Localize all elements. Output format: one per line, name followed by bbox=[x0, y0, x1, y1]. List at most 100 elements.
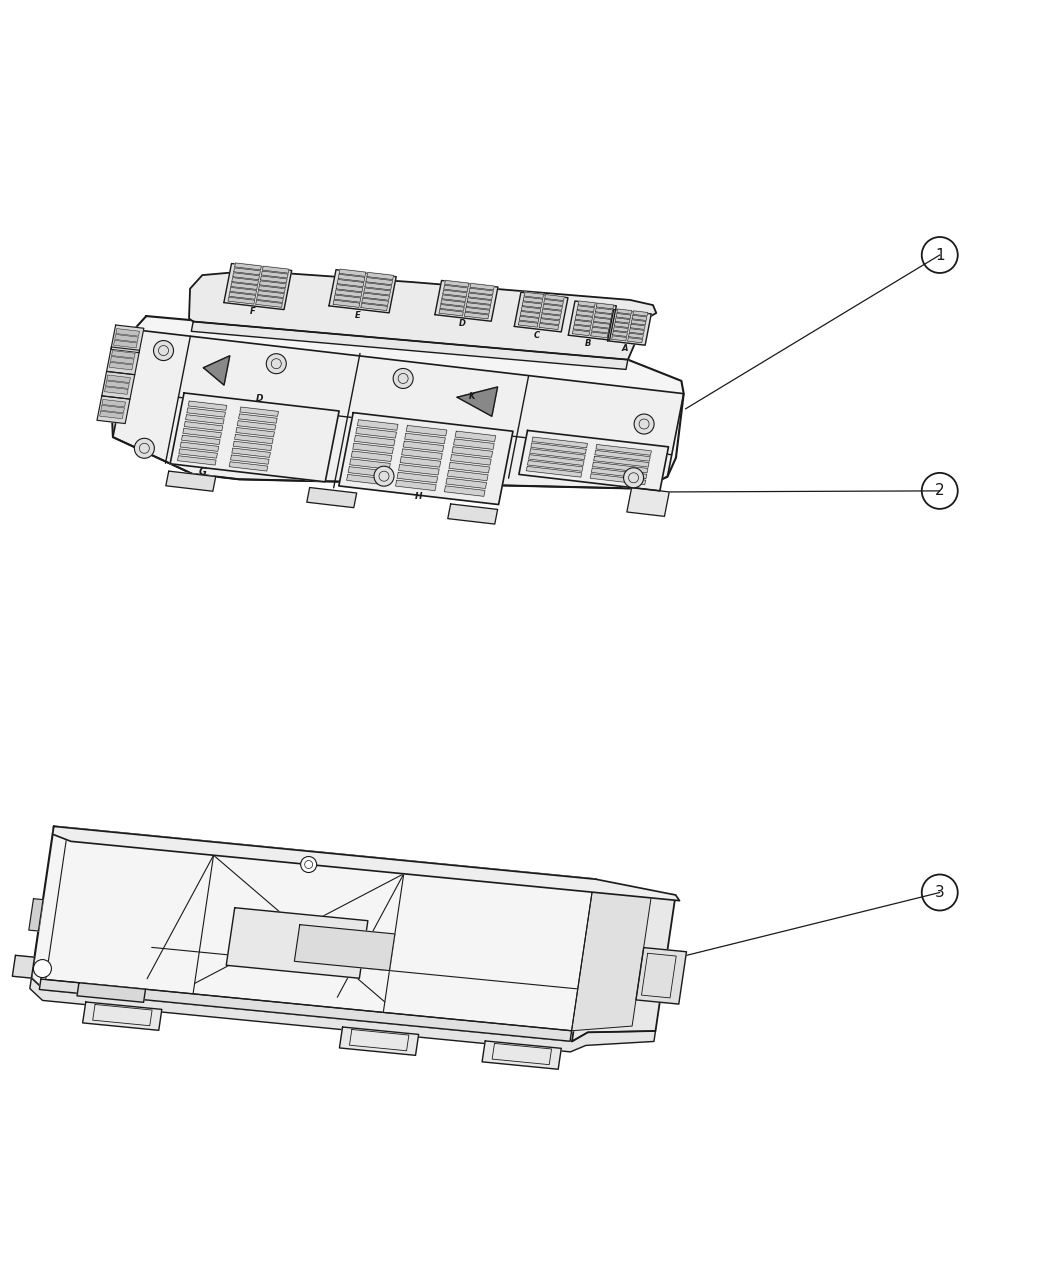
Polygon shape bbox=[444, 486, 485, 496]
Polygon shape bbox=[335, 289, 362, 297]
Polygon shape bbox=[404, 434, 445, 444]
Polygon shape bbox=[102, 371, 134, 399]
Polygon shape bbox=[593, 456, 649, 467]
Polygon shape bbox=[183, 428, 222, 437]
Polygon shape bbox=[353, 444, 394, 454]
Polygon shape bbox=[188, 402, 227, 411]
Polygon shape bbox=[575, 315, 592, 321]
Polygon shape bbox=[593, 317, 611, 324]
Circle shape bbox=[624, 468, 644, 488]
Polygon shape bbox=[526, 467, 582, 477]
Polygon shape bbox=[591, 332, 608, 338]
Polygon shape bbox=[114, 334, 139, 342]
Polygon shape bbox=[116, 329, 140, 337]
Polygon shape bbox=[521, 311, 540, 317]
Polygon shape bbox=[435, 280, 498, 321]
Text: K: K bbox=[468, 391, 475, 400]
Polygon shape bbox=[632, 315, 647, 320]
Circle shape bbox=[393, 368, 413, 389]
Polygon shape bbox=[396, 481, 436, 491]
Polygon shape bbox=[363, 293, 390, 300]
Polygon shape bbox=[182, 435, 220, 445]
Polygon shape bbox=[595, 309, 612, 314]
Circle shape bbox=[267, 353, 287, 374]
Polygon shape bbox=[238, 414, 277, 423]
Circle shape bbox=[374, 467, 394, 486]
Polygon shape bbox=[52, 826, 679, 900]
Polygon shape bbox=[596, 445, 651, 455]
Polygon shape bbox=[616, 314, 631, 319]
Polygon shape bbox=[233, 441, 272, 450]
Polygon shape bbox=[467, 298, 491, 305]
Text: A: A bbox=[622, 344, 629, 353]
Polygon shape bbox=[109, 362, 132, 370]
Polygon shape bbox=[482, 1040, 562, 1070]
Polygon shape bbox=[338, 274, 364, 282]
Polygon shape bbox=[113, 330, 684, 488]
Polygon shape bbox=[444, 280, 469, 287]
Polygon shape bbox=[627, 487, 669, 516]
Polygon shape bbox=[528, 455, 584, 465]
Polygon shape bbox=[235, 263, 261, 270]
Polygon shape bbox=[617, 309, 632, 314]
Polygon shape bbox=[470, 283, 495, 289]
Polygon shape bbox=[629, 329, 645, 334]
Polygon shape bbox=[97, 395, 130, 423]
Polygon shape bbox=[592, 323, 610, 328]
Polygon shape bbox=[106, 381, 129, 389]
Polygon shape bbox=[258, 286, 286, 293]
Polygon shape bbox=[339, 1026, 419, 1056]
Polygon shape bbox=[106, 347, 140, 375]
Polygon shape bbox=[453, 446, 492, 458]
Polygon shape bbox=[184, 422, 223, 431]
Polygon shape bbox=[612, 335, 627, 340]
Polygon shape bbox=[524, 292, 544, 298]
Polygon shape bbox=[449, 463, 489, 473]
Polygon shape bbox=[366, 273, 394, 279]
Polygon shape bbox=[334, 295, 361, 302]
Polygon shape bbox=[262, 266, 289, 273]
Polygon shape bbox=[191, 321, 628, 370]
Polygon shape bbox=[522, 302, 542, 307]
Polygon shape bbox=[260, 275, 287, 283]
Polygon shape bbox=[465, 307, 489, 314]
Polygon shape bbox=[443, 291, 467, 297]
Polygon shape bbox=[590, 474, 646, 484]
Text: C: C bbox=[533, 330, 540, 339]
Polygon shape bbox=[539, 324, 559, 329]
Polygon shape bbox=[519, 431, 669, 491]
Polygon shape bbox=[403, 441, 444, 451]
Text: G: G bbox=[198, 467, 206, 477]
Polygon shape bbox=[177, 455, 216, 465]
Polygon shape bbox=[239, 407, 278, 417]
Polygon shape bbox=[444, 286, 468, 292]
Polygon shape bbox=[77, 983, 146, 1002]
Polygon shape bbox=[576, 311, 593, 316]
Polygon shape bbox=[329, 270, 396, 312]
Polygon shape bbox=[224, 264, 292, 310]
Polygon shape bbox=[111, 351, 135, 358]
Polygon shape bbox=[112, 316, 684, 488]
Polygon shape bbox=[256, 301, 282, 307]
Polygon shape bbox=[614, 323, 629, 328]
Polygon shape bbox=[542, 309, 562, 315]
Circle shape bbox=[300, 857, 317, 872]
Polygon shape bbox=[520, 316, 539, 323]
Polygon shape bbox=[232, 448, 271, 458]
Polygon shape bbox=[594, 312, 612, 319]
Polygon shape bbox=[181, 442, 218, 451]
Polygon shape bbox=[233, 273, 259, 279]
Polygon shape bbox=[107, 375, 130, 382]
Polygon shape bbox=[234, 435, 273, 444]
Polygon shape bbox=[578, 306, 594, 311]
Polygon shape bbox=[261, 272, 288, 278]
Polygon shape bbox=[178, 449, 217, 458]
Polygon shape bbox=[574, 320, 591, 326]
Polygon shape bbox=[350, 459, 391, 469]
Text: 3: 3 bbox=[934, 885, 945, 900]
Polygon shape bbox=[228, 297, 254, 305]
Polygon shape bbox=[579, 301, 595, 307]
Polygon shape bbox=[105, 386, 128, 394]
Polygon shape bbox=[13, 955, 35, 978]
Polygon shape bbox=[259, 280, 287, 288]
